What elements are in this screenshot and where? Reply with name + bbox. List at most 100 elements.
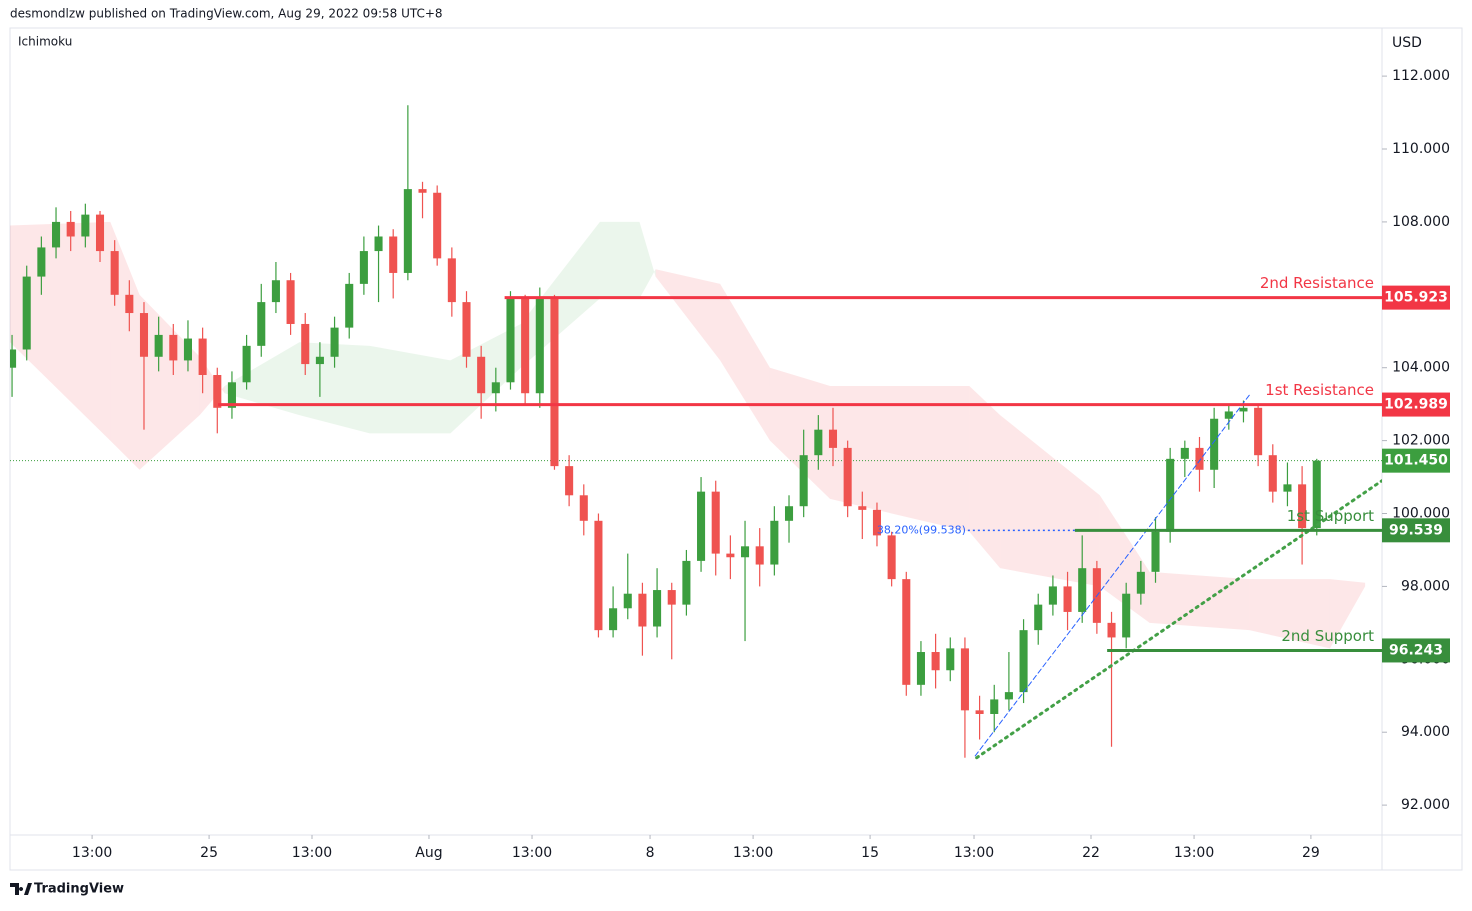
candle-body: [872, 509, 882, 536]
ichimoku-cloud: [720, 283, 770, 441]
candle-body: [447, 258, 456, 303]
candle-body: [37, 247, 46, 277]
x-tick-label: 13:00: [1174, 845, 1214, 861]
ichimoku-cloud: [769, 367, 831, 499]
trend-line: [975, 479, 1382, 760]
y-tick-label: 108.000: [1392, 214, 1450, 230]
candle-body: [814, 429, 823, 456]
level-value: 102.989: [1384, 397, 1448, 413]
candle-body: [315, 356, 324, 365]
x-tick-label: 8: [646, 845, 655, 861]
ichimoku-cloud: [655, 269, 721, 361]
candle-body: [433, 192, 442, 259]
candle-body: [183, 338, 192, 361]
candle-body: [1048, 586, 1057, 605]
candle-body: [359, 251, 368, 284]
candle-body: [579, 495, 588, 521]
candle-body: [1019, 630, 1028, 693]
candle-body: [1166, 458, 1175, 532]
ichimoku-cloud: [1000, 415, 1100, 587]
candle-body: [271, 280, 280, 303]
candle-body: [755, 546, 764, 565]
x-tick-label: 13:00: [292, 845, 332, 861]
x-tick-label: 13:00: [72, 845, 112, 861]
candle-body: [770, 520, 779, 565]
candle-body: [1195, 447, 1204, 470]
footer-brand: TradingView: [34, 882, 124, 897]
ichimoku-cloud: [299, 342, 370, 434]
candle-body: [81, 214, 90, 237]
x-tick-label: Aug: [415, 845, 442, 861]
candle-body: [653, 590, 662, 627]
candle-body: [799, 455, 808, 507]
candle-body: [1063, 586, 1072, 612]
candle-body: [1312, 460, 1321, 529]
candle-body: [609, 608, 618, 631]
x-tick-label: 13:00: [733, 845, 773, 861]
candle-body: [125, 294, 134, 314]
candle-body: [10, 349, 17, 368]
fib-label: 38.20%(99.538): [877, 523, 966, 536]
candle-body: [1107, 622, 1116, 638]
candle-body: [521, 298, 530, 394]
trend-line: [974, 392, 1252, 757]
candle-body: [491, 382, 500, 394]
level-badge: [1382, 638, 1450, 663]
candle-body: [110, 251, 119, 295]
candle-body: [154, 334, 163, 357]
candle-body: [667, 590, 676, 605]
y-tick-label: 92.000: [1401, 797, 1450, 813]
candle-body: [1078, 568, 1087, 612]
plot-layer: [10, 105, 1382, 760]
candle-body: [95, 214, 105, 252]
candle-body: [902, 579, 911, 685]
last-price-badge: [1382, 448, 1450, 473]
candle-body: [389, 236, 398, 273]
candle-body: [169, 334, 178, 361]
level-value: 96.243: [1389, 642, 1443, 658]
candle-body: [1283, 484, 1292, 492]
plot-area: [10, 105, 1382, 760]
candle-body: [1224, 411, 1233, 419]
candle-body: [535, 298, 544, 394]
candle-body: [1180, 447, 1189, 459]
ichimoku-cloud: [1249, 579, 1330, 649]
candle-body: [66, 221, 75, 237]
ichimoku-cloud: [10, 221, 111, 441]
y-tick-label: 94.000: [1401, 724, 1450, 740]
level-name: 2nd Resistance: [1260, 274, 1374, 292]
publish-info: desmondlzw published on TradingView.com,…: [10, 7, 443, 21]
candle-body: [1034, 604, 1043, 631]
candle-body: [638, 593, 647, 627]
candle-body: [477, 356, 486, 394]
ichimoku-cloud: [520, 221, 600, 368]
candle-body: [931, 652, 940, 671]
candle-body: [1004, 692, 1013, 700]
candle-body: [990, 699, 999, 714]
candle-body: [418, 189, 427, 193]
indicator-label: Ichimoku: [18, 35, 72, 49]
y-tick-label: 102.000: [1392, 433, 1450, 449]
candle-body: [198, 338, 207, 376]
y-tick-label: 100.000: [1392, 506, 1450, 522]
candle-body: [887, 535, 896, 580]
candle-body: [139, 313, 149, 357]
x-tick-label: 29: [1302, 845, 1320, 861]
candle-body: [565, 466, 574, 496]
candle-body: [1151, 531, 1160, 572]
y-tick-label: 98.000: [1401, 578, 1450, 594]
candle-body: [726, 553, 735, 558]
candle-body: [345, 283, 354, 328]
candle-body: [1254, 407, 1263, 456]
ichimoku-cloud: [830, 385, 970, 532]
candle-body: [286, 280, 295, 324]
candle-body: [1136, 571, 1145, 594]
x-tick-label: 13:00: [954, 845, 994, 861]
candle-body: [711, 491, 720, 554]
ichimoku-cloud: [1329, 579, 1366, 649]
candle-body: [594, 520, 603, 631]
candle-body: [242, 345, 251, 383]
ichimoku-cloud: [369, 345, 451, 434]
x-tick-label: 13:00: [512, 845, 552, 861]
